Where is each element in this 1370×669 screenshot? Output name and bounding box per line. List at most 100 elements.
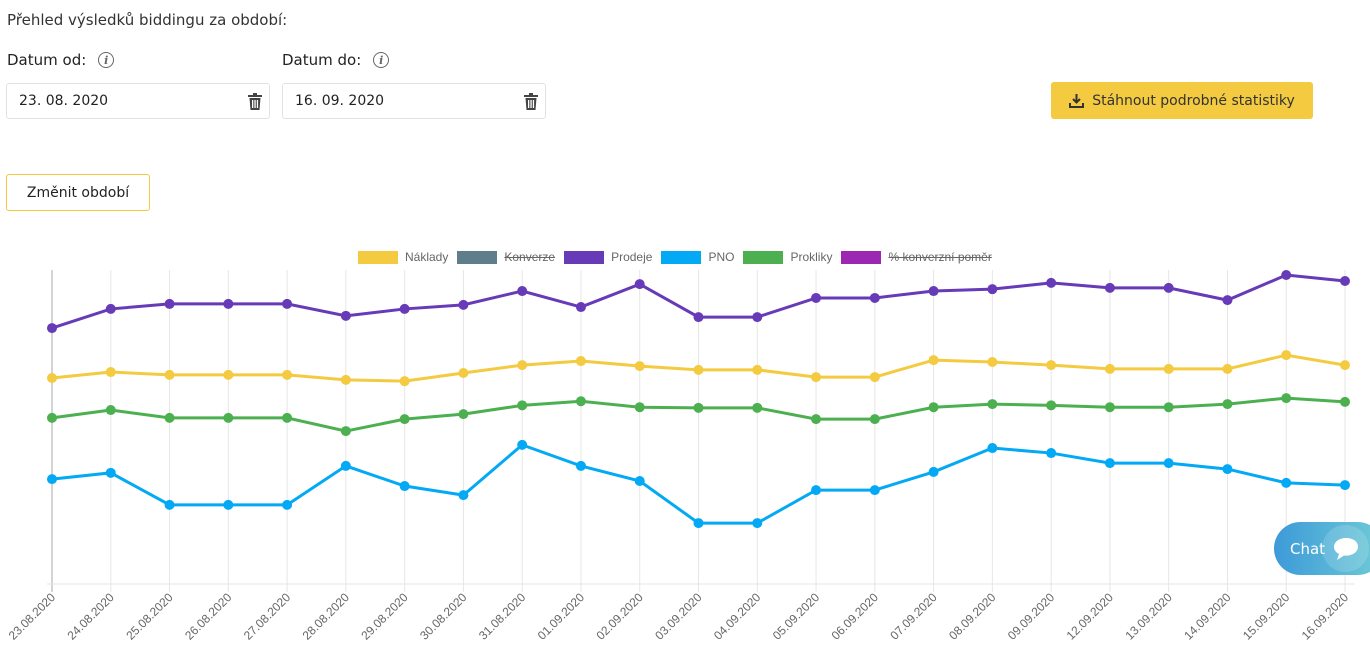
data-point <box>869 485 880 496</box>
data-point <box>1046 400 1057 411</box>
data-point <box>1163 458 1174 469</box>
data-point <box>1222 363 1233 374</box>
data-point <box>105 467 116 478</box>
data-point <box>517 400 528 411</box>
x-tick-label: 14.09.2020 <box>1181 590 1234 643</box>
x-tick-label: 12.09.2020 <box>1064 590 1117 643</box>
data-point <box>399 414 410 425</box>
data-point <box>1104 402 1115 413</box>
date-to-label-text: Datum do: <box>282 51 362 69</box>
data-point <box>105 303 116 314</box>
x-tick-label: 24.08.2020 <box>65 590 118 643</box>
data-point <box>1340 275 1350 286</box>
data-point <box>752 364 763 375</box>
legend-label: PNO <box>708 250 735 264</box>
legend-item[interactable]: Prodeje <box>564 250 652 264</box>
x-tick-label: 15.09.2020 <box>1240 590 1293 643</box>
data-point <box>340 460 351 471</box>
legend-item[interactable]: Náklady <box>358 250 448 264</box>
data-point <box>928 286 939 297</box>
x-tick-label: 28.08.2020 <box>300 590 353 643</box>
chat-bubble-icon <box>1322 525 1369 572</box>
data-point <box>47 474 57 485</box>
data-point <box>928 466 939 477</box>
x-tick-label: 23.08.2020 <box>6 590 59 643</box>
data-point <box>811 372 822 383</box>
data-point <box>1046 448 1057 459</box>
data-point <box>634 476 645 487</box>
info-icon[interactable]: i <box>98 52 115 68</box>
legend-swatch <box>841 250 882 264</box>
info-icon[interactable]: i <box>373 52 390 68</box>
trash-icon[interactable] <box>523 93 539 110</box>
legend-item[interactable]: % konverzní poměr <box>841 250 992 264</box>
data-point <box>693 402 704 413</box>
change-period-button[interactable]: Změnit období <box>6 174 150 211</box>
data-point <box>811 485 822 496</box>
data-point <box>1163 363 1174 374</box>
download-button-label: Stáhnout podrobné statistiky <box>1092 92 1295 109</box>
data-point <box>458 490 469 501</box>
data-point <box>811 292 822 303</box>
data-point <box>575 460 586 471</box>
data-point <box>1163 282 1174 293</box>
data-point <box>105 405 116 416</box>
x-tick-label: 08.09.2020 <box>946 590 999 643</box>
data-point <box>987 399 998 410</box>
trash-icon[interactable] <box>247 93 263 110</box>
data-point <box>575 396 586 407</box>
chat-button[interactable]: Chat <box>1274 522 1370 575</box>
date-to-input[interactable]: 16. 09. 2020 <box>282 83 546 119</box>
date-from-input[interactable]: 23. 08. 2020 <box>6 83 270 119</box>
x-tick-label: 09.09.2020 <box>1005 590 1058 643</box>
legend-label: Prodeje <box>611 250 653 264</box>
data-point <box>47 373 57 384</box>
download-icon <box>1069 94 1085 108</box>
data-point <box>869 414 880 425</box>
data-point <box>634 361 645 372</box>
data-point <box>164 298 175 309</box>
legend-item[interactable]: Prokliky <box>743 250 832 264</box>
date-from-label: Datum od: i <box>7 51 115 69</box>
legend-label: Konverze <box>504 250 556 264</box>
data-point <box>869 292 880 303</box>
data-point <box>399 303 410 314</box>
x-tick-label: 01.09.2020 <box>535 590 588 643</box>
page-title: Přehled výsledků biddingu za období: <box>7 11 288 29</box>
legend-item[interactable]: Konverze <box>457 250 555 264</box>
data-point <box>164 499 175 510</box>
download-statistics-button[interactable]: Stáhnout podrobné statistiky <box>1051 82 1313 119</box>
data-point <box>1104 363 1115 374</box>
data-point <box>928 355 939 366</box>
data-point <box>223 369 234 380</box>
data-point <box>987 357 998 368</box>
data-point <box>928 402 939 413</box>
data-point <box>693 364 704 375</box>
data-point <box>105 367 116 378</box>
data-point <box>47 323 57 334</box>
data-point <box>1281 477 1292 488</box>
legend-swatch <box>661 250 702 264</box>
data-point <box>282 369 293 380</box>
x-tick-label: 29.08.2020 <box>358 590 411 643</box>
data-point <box>164 369 175 380</box>
data-point <box>987 284 998 295</box>
x-tick-label: 03.09.2020 <box>652 590 705 643</box>
legend-item[interactable]: PNO <box>661 250 734 264</box>
data-point <box>693 312 704 323</box>
data-point <box>517 286 528 297</box>
legend-swatch <box>457 250 498 264</box>
data-point <box>634 279 645 290</box>
x-tick-label: 25.08.2020 <box>123 590 176 643</box>
x-tick-label: 13.09.2020 <box>1122 590 1175 643</box>
data-point <box>399 376 410 387</box>
x-tick-label: 26.08.2020 <box>182 590 235 643</box>
data-point <box>458 367 469 378</box>
x-tick-label: 04.09.2020 <box>711 590 764 643</box>
data-point <box>1222 464 1233 475</box>
data-point <box>987 443 998 454</box>
data-point <box>1046 277 1057 288</box>
data-point <box>1163 402 1174 413</box>
data-point <box>575 356 586 367</box>
data-point <box>223 412 234 423</box>
